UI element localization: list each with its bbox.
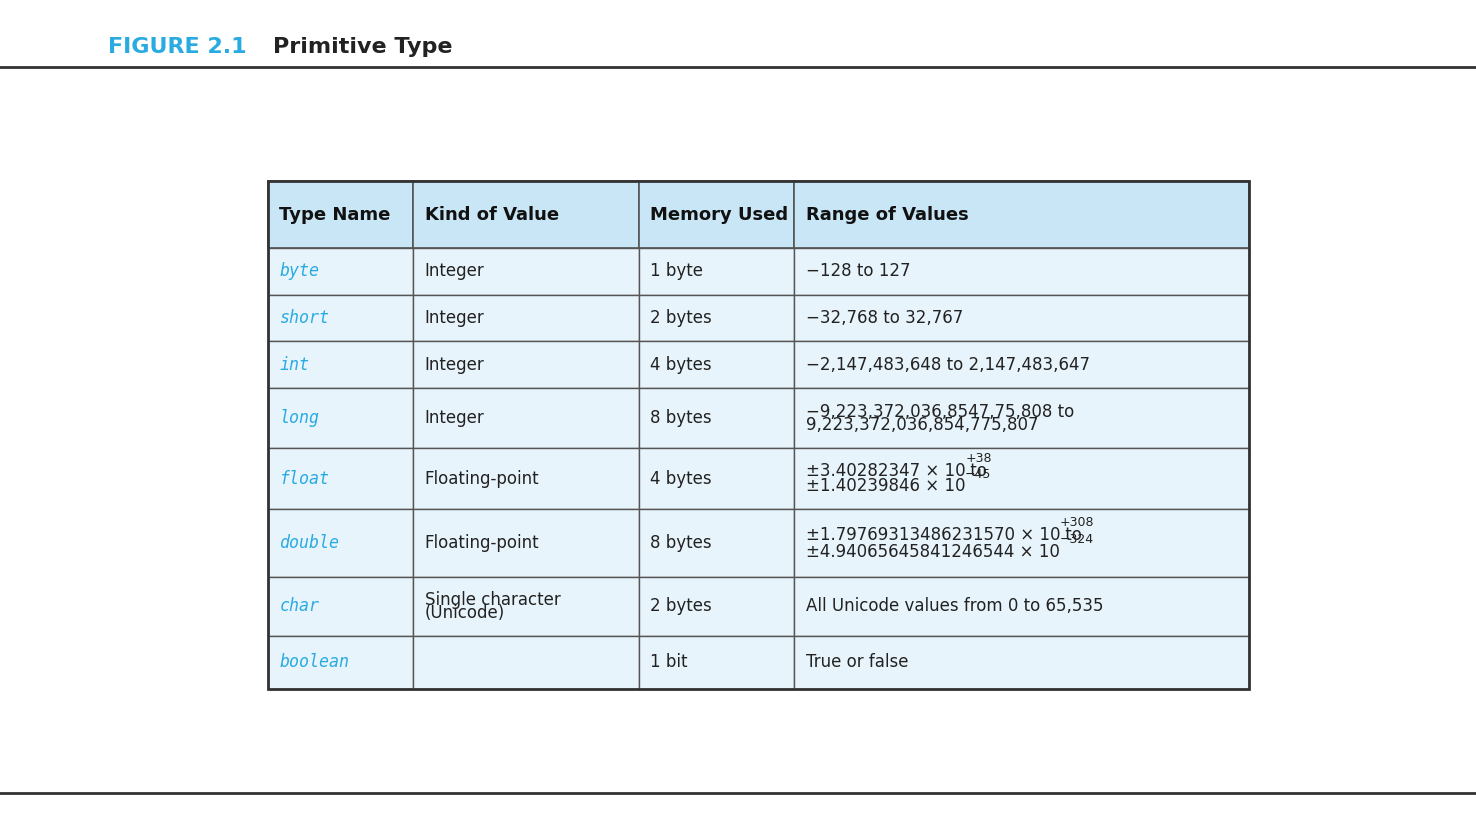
Text: −128 to 127: −128 to 127 bbox=[806, 263, 911, 281]
Text: 8 bytes: 8 bytes bbox=[651, 534, 711, 552]
Bar bbox=[413, 182, 639, 248]
Text: (Unicode): (Unicode) bbox=[425, 604, 505, 622]
Text: ±3.40282347 × 10: ±3.40282347 × 10 bbox=[806, 462, 965, 480]
Bar bbox=[639, 636, 794, 689]
Text: Kind of Value: Kind of Value bbox=[425, 205, 559, 223]
Text: boolean: boolean bbox=[279, 654, 350, 672]
Text: 1 byte: 1 byte bbox=[651, 263, 704, 281]
Bar bbox=[794, 636, 1250, 689]
Text: −45: −45 bbox=[965, 468, 992, 481]
Text: int: int bbox=[279, 356, 310, 374]
Bar bbox=[639, 341, 794, 389]
Text: 2 bytes: 2 bytes bbox=[651, 309, 713, 327]
Bar bbox=[269, 636, 413, 689]
Text: char: char bbox=[279, 597, 319, 615]
Bar bbox=[639, 509, 794, 578]
Text: All Unicode values from 0 to 65,535: All Unicode values from 0 to 65,535 bbox=[806, 597, 1103, 615]
Bar bbox=[269, 248, 413, 294]
Text: Integer: Integer bbox=[425, 263, 484, 281]
Text: −32,768 to 32,767: −32,768 to 32,767 bbox=[806, 309, 962, 327]
Bar bbox=[413, 578, 639, 636]
Bar bbox=[639, 182, 794, 248]
Text: ±1.79769313486231570 × 10: ±1.79769313486231570 × 10 bbox=[806, 526, 1060, 544]
Text: Floating-point: Floating-point bbox=[425, 470, 539, 488]
Bar bbox=[269, 509, 413, 578]
Text: ±4.94065645841246544 × 10: ±4.94065645841246544 × 10 bbox=[806, 542, 1060, 560]
Bar bbox=[794, 248, 1250, 294]
Bar bbox=[269, 341, 413, 389]
Text: FIGURE 2.1: FIGURE 2.1 bbox=[108, 37, 246, 56]
Text: +308: +308 bbox=[1060, 516, 1095, 529]
Bar bbox=[269, 448, 413, 509]
Bar bbox=[269, 182, 413, 248]
Text: double: double bbox=[279, 534, 339, 552]
Text: 8 bytes: 8 bytes bbox=[651, 409, 711, 427]
Text: +38: +38 bbox=[965, 452, 992, 465]
Bar bbox=[413, 389, 639, 448]
Text: Floating-point: Floating-point bbox=[425, 534, 539, 552]
Text: 4 bytes: 4 bytes bbox=[651, 356, 711, 374]
Text: Integer: Integer bbox=[425, 356, 484, 374]
Text: Single character: Single character bbox=[425, 591, 561, 609]
Text: −2,147,483,648 to 2,147,483,647: −2,147,483,648 to 2,147,483,647 bbox=[806, 356, 1089, 374]
Bar bbox=[269, 578, 413, 636]
Text: Range of Values: Range of Values bbox=[806, 205, 968, 223]
Text: to: to bbox=[1060, 526, 1082, 544]
Bar bbox=[639, 389, 794, 448]
Bar bbox=[413, 509, 639, 578]
Bar bbox=[639, 294, 794, 341]
Bar bbox=[794, 182, 1250, 248]
Text: long: long bbox=[279, 409, 319, 427]
Text: 1 bit: 1 bit bbox=[651, 654, 688, 672]
Bar bbox=[413, 341, 639, 389]
Text: to: to bbox=[965, 462, 987, 480]
Bar bbox=[269, 182, 1250, 689]
Text: 2 bytes: 2 bytes bbox=[651, 597, 713, 615]
Bar bbox=[794, 509, 1250, 578]
Bar bbox=[639, 248, 794, 294]
Text: −324: −324 bbox=[1060, 533, 1094, 546]
Bar bbox=[269, 389, 413, 448]
Bar bbox=[794, 448, 1250, 509]
Bar bbox=[794, 294, 1250, 341]
Text: Integer: Integer bbox=[425, 409, 484, 427]
Bar bbox=[269, 294, 413, 341]
Text: byte: byte bbox=[279, 263, 319, 281]
Text: Primitive Type: Primitive Type bbox=[273, 37, 453, 56]
Bar bbox=[639, 578, 794, 636]
Text: Type Name: Type Name bbox=[279, 205, 391, 223]
Bar bbox=[639, 448, 794, 509]
Bar bbox=[413, 294, 639, 341]
Text: 4 bytes: 4 bytes bbox=[651, 470, 711, 488]
Text: −9,223,372,036,8547,75,808 to: −9,223,372,036,8547,75,808 to bbox=[806, 402, 1073, 420]
Bar bbox=[413, 636, 639, 689]
Text: float: float bbox=[279, 470, 329, 488]
Bar bbox=[794, 578, 1250, 636]
Text: True or false: True or false bbox=[806, 654, 908, 672]
Bar bbox=[794, 341, 1250, 389]
Text: ±1.40239846 × 10: ±1.40239846 × 10 bbox=[806, 477, 965, 495]
Text: 9,223,372,036,854,775,807: 9,223,372,036,854,775,807 bbox=[806, 416, 1038, 434]
Bar bbox=[794, 389, 1250, 448]
Text: Memory Used: Memory Used bbox=[651, 205, 788, 223]
Bar bbox=[413, 248, 639, 294]
Text: short: short bbox=[279, 309, 329, 327]
Text: Integer: Integer bbox=[425, 309, 484, 327]
Bar bbox=[413, 448, 639, 509]
